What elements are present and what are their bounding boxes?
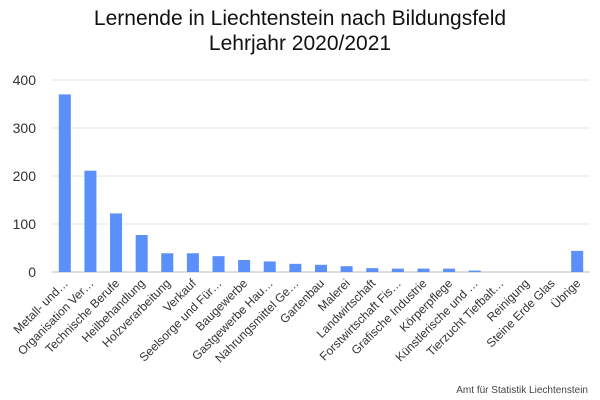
- bar: [58, 94, 71, 273]
- bar: [84, 170, 97, 272]
- bar: [417, 268, 430, 272]
- bar: [315, 264, 327, 272]
- bar: [366, 268, 379, 272]
- chart-subtitle: Lehrjahr 2020/2021: [208, 32, 392, 55]
- y-tick-label: 300: [13, 120, 37, 136]
- x-tick-label: Übrige: [548, 276, 583, 311]
- bar: [110, 213, 123, 272]
- y-tick-label: 400: [13, 72, 37, 88]
- bar: [186, 253, 199, 272]
- y-tick-label: 0: [28, 264, 36, 280]
- bar: [571, 250, 584, 272]
- chart-title-block: Lernende in Liechtenstein nach Bildungsf…: [0, 6, 600, 56]
- source-note: Amt für Statistik Liechtenstein: [456, 385, 588, 396]
- bar: [468, 270, 481, 272]
- bar: [161, 253, 174, 272]
- bar: [443, 268, 456, 272]
- bar: [340, 266, 353, 272]
- bar: [263, 261, 276, 272]
- bar: [391, 268, 404, 272]
- bar: [289, 263, 302, 272]
- bar: [238, 260, 251, 272]
- y-tick-label: 100: [13, 216, 37, 232]
- chart-title: Lernende in Liechtenstein nach Bildungsf…: [93, 7, 507, 30]
- bar: [135, 235, 148, 272]
- y-tick-label: 200: [13, 168, 37, 184]
- bar: [212, 256, 225, 272]
